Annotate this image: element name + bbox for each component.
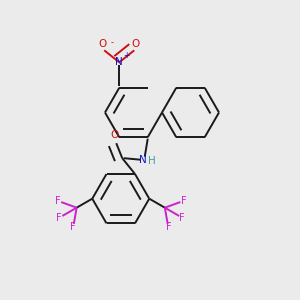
Text: F: F — [55, 196, 61, 206]
Text: F: F — [166, 223, 171, 232]
Text: N: N — [116, 57, 123, 67]
Text: -: - — [111, 38, 114, 47]
Text: F: F — [70, 223, 76, 232]
Text: F: F — [181, 196, 187, 206]
Text: O: O — [110, 130, 118, 140]
Text: N: N — [140, 155, 147, 165]
Text: O: O — [99, 39, 107, 49]
Text: F: F — [179, 213, 185, 223]
Text: H: H — [148, 156, 156, 166]
Text: O: O — [132, 39, 140, 49]
Text: +: + — [123, 51, 129, 60]
Text: F: F — [56, 213, 62, 223]
